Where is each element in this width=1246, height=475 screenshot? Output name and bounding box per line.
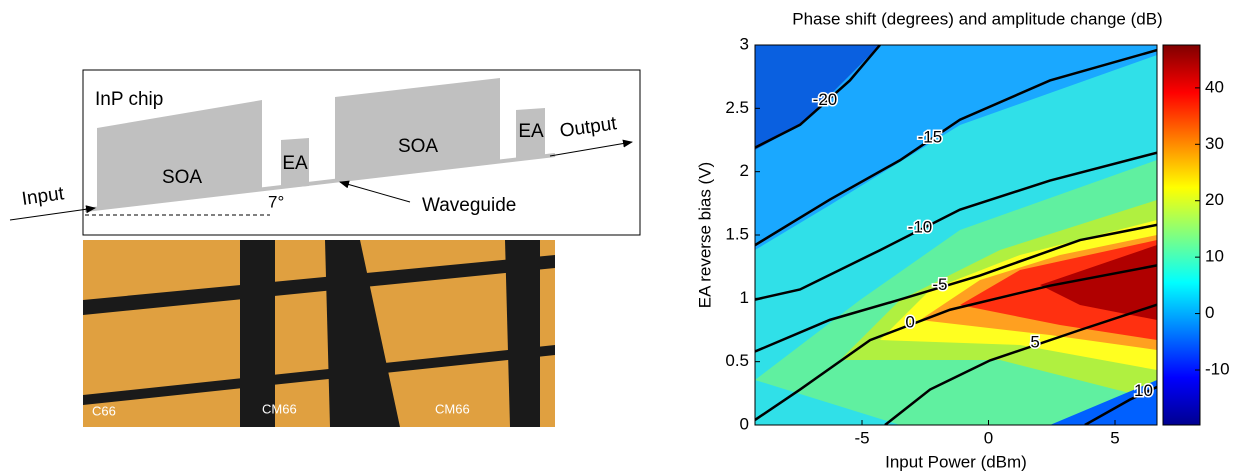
block-label: SOA <box>162 167 202 188</box>
y-tick-label: 0 <box>740 414 749 433</box>
waveguide-label: Waveguide <box>422 195 516 216</box>
input-arrow <box>9 205 96 221</box>
contour-line <box>755 45 881 149</box>
contour-line <box>1084 385 1157 425</box>
colorbar-tick-label: 30 <box>1205 134 1224 153</box>
colorbar-tick-label: 0 <box>1205 303 1214 322</box>
colorbar-tick-label: 10 <box>1205 247 1224 266</box>
photo-bar <box>83 255 555 315</box>
waveguide-arrow <box>339 180 411 203</box>
soa-block <box>335 78 500 182</box>
photo-label: CM66 <box>262 401 297 416</box>
block-label: SOA <box>398 136 438 157</box>
diagram: InP chip SOA EA SOA EA Input Output Wave… <box>9 69 641 236</box>
block-label: EA <box>282 153 308 174</box>
colorbar-tick-label: -10 <box>1205 359 1230 378</box>
x-tick-label: -5 <box>854 428 869 447</box>
contour-line <box>755 151 1157 301</box>
y-axis-label: EA reverse bias (V) <box>695 162 714 308</box>
contour-line <box>884 303 1157 425</box>
ea-block <box>281 138 309 188</box>
contour-label: -15 <box>918 127 943 146</box>
contour-label: 10 <box>1134 381 1153 400</box>
photo: C66 CM66 CM66 <box>83 240 555 427</box>
colorbar <box>1162 44 1201 426</box>
y-tick-label: 1 <box>740 288 749 307</box>
input-label: Input <box>20 183 65 210</box>
block-label: EA <box>518 121 544 142</box>
x-tick-label: 5 <box>1110 428 1119 447</box>
x-tick-label: 0 <box>984 428 993 447</box>
y-tick-label: 3 <box>740 34 749 53</box>
contour-label: 0 <box>905 312 914 331</box>
contour-label: 5 <box>1030 333 1039 352</box>
chart-title: Phase shift (degrees) and amplitude chan… <box>792 9 1162 28</box>
y-tick-label: 1.5 <box>725 224 749 243</box>
photo-bar <box>240 240 275 427</box>
box-title: InP chip <box>95 89 163 110</box>
photo-pad <box>285 325 313 370</box>
waveguide-line <box>84 153 556 212</box>
photo-label: CM66 <box>435 401 470 416</box>
photo-bar <box>83 345 555 405</box>
y-tick-label: 2.5 <box>725 98 749 117</box>
contour-line <box>755 223 1157 353</box>
contour-label: -5 <box>932 275 947 294</box>
angle-label: 7° <box>268 192 284 211</box>
x-axis-label: Input Power (dBm) <box>885 452 1027 471</box>
contour-label: -20 <box>813 90 838 109</box>
ea-block <box>516 108 545 158</box>
colorbar-tick-label: 20 <box>1205 190 1224 209</box>
contour-line <box>755 48 1157 247</box>
y-tick-label: 0.5 <box>725 351 749 370</box>
contour-plot: -20 -15 -10 -5 0 5 10 -5 0 5 0 0.5 1 1.5 2 2.5 3 Phase sh… <box>695 9 1229 471</box>
filled-contours <box>755 45 1157 425</box>
photo-bar <box>505 240 540 427</box>
contour-label: -10 <box>908 217 933 236</box>
colorbar-tick-label: 40 <box>1205 77 1224 96</box>
output-arrow <box>549 139 633 157</box>
photo-label: C66 <box>92 403 116 418</box>
photo-bar <box>325 240 400 427</box>
soa-block <box>97 100 262 210</box>
y-tick-label: 2 <box>740 161 749 180</box>
contour-line <box>755 264 1157 421</box>
